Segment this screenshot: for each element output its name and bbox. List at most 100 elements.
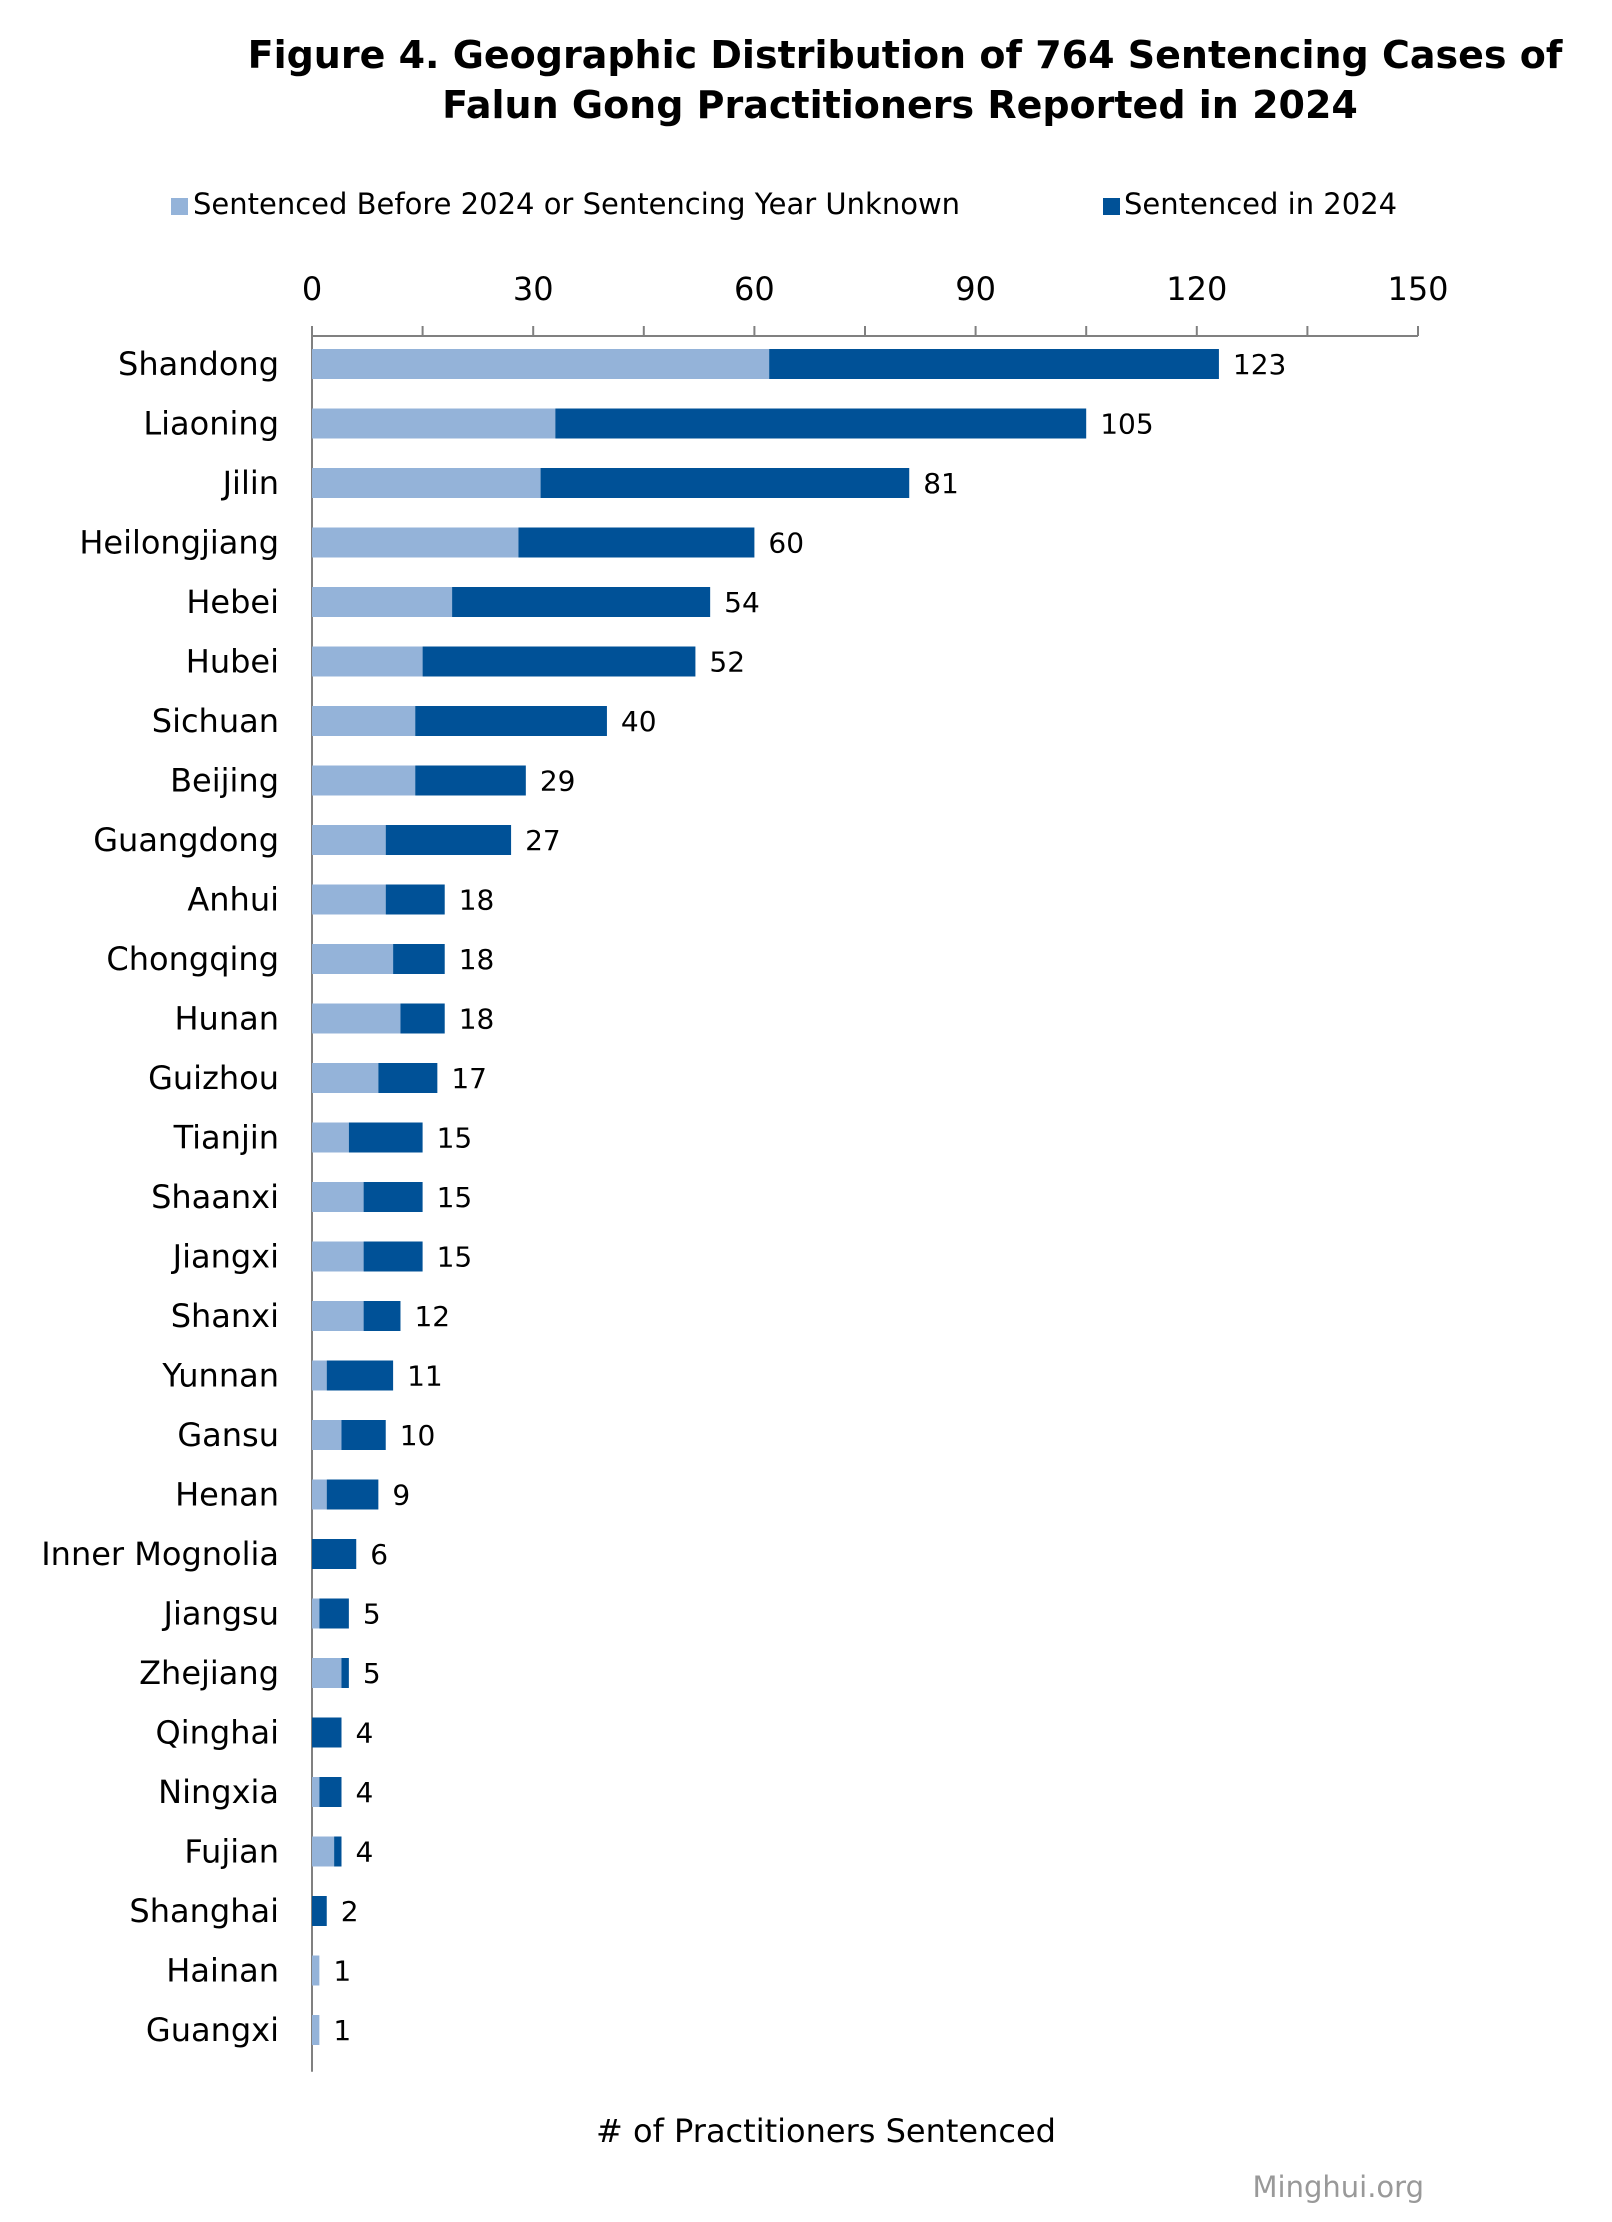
chart-title-line-2: Falun Gong Practitioners Reported in 202… [442, 83, 1358, 127]
bar-segment-before-2024 [312, 1479, 327, 1510]
bar-row: Jilin 81 [221, 464, 959, 502]
category-label: Inner Mognolia [41, 1535, 279, 1573]
bar-segment-before-2024 [312, 1598, 320, 1629]
bar-segment-in-2024 [312, 1717, 342, 1748]
bar-segment-in-2024 [393, 944, 445, 974]
category-label: Chongqing [106, 940, 279, 978]
bar-segment-before-2024 [312, 1420, 342, 1450]
bar-segment-in-2024 [540, 468, 910, 498]
category-label: Shanxi [171, 1297, 279, 1335]
bar-row: Hainan 1 [166, 1952, 351, 1990]
bar-segment-in-2024 [319, 1777, 342, 1807]
bar-total-label: 27 [525, 824, 561, 857]
bar-total-label: 9 [392, 1479, 410, 1512]
bar-row: Tianjin 15 [173, 1119, 473, 1157]
bar-row: Heilongjiang 60 [79, 524, 804, 562]
bar-segment-in-2024 [363, 1182, 423, 1212]
category-label: Qinghai [156, 1714, 279, 1752]
bar-segment-in-2024 [326, 1479, 379, 1510]
x-tick-label: 120 [1166, 270, 1227, 308]
bar-row: Jiangxi 15 [171, 1238, 473, 1276]
x-axis: 0 30 60 90 120 150 [302, 270, 1449, 337]
x-tick-label: 60 [734, 270, 775, 308]
bar-segment-before-2024 [312, 1182, 364, 1212]
bar-total-label: 40 [621, 705, 657, 738]
category-label: Beijing [170, 762, 279, 800]
bar-total-label: 5 [363, 1657, 381, 1690]
x-tick-label: 150 [1387, 270, 1448, 308]
bar-segment-before-2024 [312, 884, 386, 915]
bar-segment-in-2024 [385, 884, 445, 915]
bar-segment-in-2024 [312, 1896, 327, 1926]
bar-segment-before-2024 [312, 706, 416, 736]
bar-row: Hunan 18 [174, 1000, 494, 1038]
bar-row: Yunnan 11 [161, 1357, 442, 1395]
chart-title-line-1: Figure 4. Geographic Distribution of 764… [248, 33, 1563, 77]
bar-total-label: 11 [407, 1360, 443, 1393]
category-label: Guangxi [146, 2011, 279, 2049]
category-label: Sichuan [152, 702, 279, 740]
bar-segment-before-2024 [312, 1063, 379, 1093]
legend-label-in-2024: Sentenced in 2024 [1124, 187, 1397, 221]
bar-segment-before-2024 [312, 587, 453, 617]
bar-segment-before-2024 [312, 1360, 327, 1391]
category-label: Liaoning [143, 405, 279, 443]
bar-total-label: 4 [355, 1776, 373, 1809]
bar-total-label: 5 [363, 1598, 381, 1631]
bar-total-label: 15 [437, 1241, 473, 1274]
bar-segment-before-2024 [312, 1122, 349, 1153]
bar-total-label: 6 [370, 1538, 388, 1571]
bar-row: Shanghai 2 [129, 1892, 358, 1930]
bar-total-label: 18 [459, 884, 495, 917]
bar-row: Guangdong 27 [93, 821, 560, 859]
bar-total-label: 18 [459, 1003, 495, 1036]
bar-row: Sichuan 40 [152, 702, 657, 740]
bar-row: Anhui 18 [187, 881, 494, 919]
bar-segment-in-2024 [326, 1360, 394, 1391]
bar-row: Hebei 54 [186, 583, 759, 621]
bar-segment-before-2024 [312, 1777, 320, 1807]
bar-row: Jiangsu 5 [162, 1595, 381, 1633]
category-label: Anhui [187, 881, 279, 919]
bar-segment-before-2024 [312, 825, 386, 855]
bar-row: Shandong 123 [118, 345, 1286, 383]
category-label: Fujian [184, 1833, 279, 1871]
chart-legend: Sentenced Before 2024 or Sentencing Year… [171, 187, 1397, 221]
bar-segment-in-2024 [312, 1539, 357, 1569]
category-label: Hunan [174, 1000, 279, 1038]
bar-segment-in-2024 [334, 1836, 342, 1867]
bar-segment-before-2024 [312, 408, 556, 439]
category-label: Gansu [177, 1416, 279, 1454]
bar-segment-in-2024 [341, 1658, 349, 1688]
bar-segment-in-2024 [555, 408, 1087, 439]
bar-total-label: 1 [333, 1955, 351, 1988]
bar-row: Guizhou 17 [148, 1059, 487, 1097]
category-label: Hubei [186, 643, 279, 681]
bar-segment-before-2024 [312, 527, 519, 558]
bar-total-label: 4 [355, 1836, 373, 1869]
bar-segment-in-2024 [385, 825, 512, 855]
bar-total-label: 4 [355, 1717, 373, 1750]
bar-segment-before-2024 [312, 1003, 401, 1034]
category-label: Yunnan [161, 1357, 279, 1395]
category-label: Hainan [166, 1952, 279, 1990]
bar-segment-in-2024 [415, 765, 526, 796]
bar-segment-before-2024 [312, 1836, 335, 1867]
bar-total-label: 60 [768, 527, 804, 560]
bar-segment-in-2024 [378, 1063, 438, 1093]
bar-segment-in-2024 [348, 1122, 423, 1153]
bar-segment-in-2024 [341, 1420, 386, 1450]
bar-total-label: 1 [333, 2014, 351, 2047]
bar-segment-in-2024 [400, 1003, 445, 1034]
bar-segment-in-2024 [363, 1301, 401, 1331]
bar-series-group: Shandong 123 Liaoning 105 Jilin 81 Heilongjian… [41, 345, 1286, 2049]
bar-row: Henan 9 [175, 1476, 410, 1514]
bar-row: Liaoning 105 [143, 405, 1153, 443]
category-label: Henan [175, 1476, 279, 1514]
bar-total-label: 15 [437, 1181, 473, 1214]
bar-segment-in-2024 [518, 527, 755, 558]
x-tick-label: 0 [302, 270, 322, 308]
x-axis-title: # of Practitioners Sentenced [596, 2112, 1056, 2150]
category-label: Jiangxi [171, 1238, 279, 1276]
